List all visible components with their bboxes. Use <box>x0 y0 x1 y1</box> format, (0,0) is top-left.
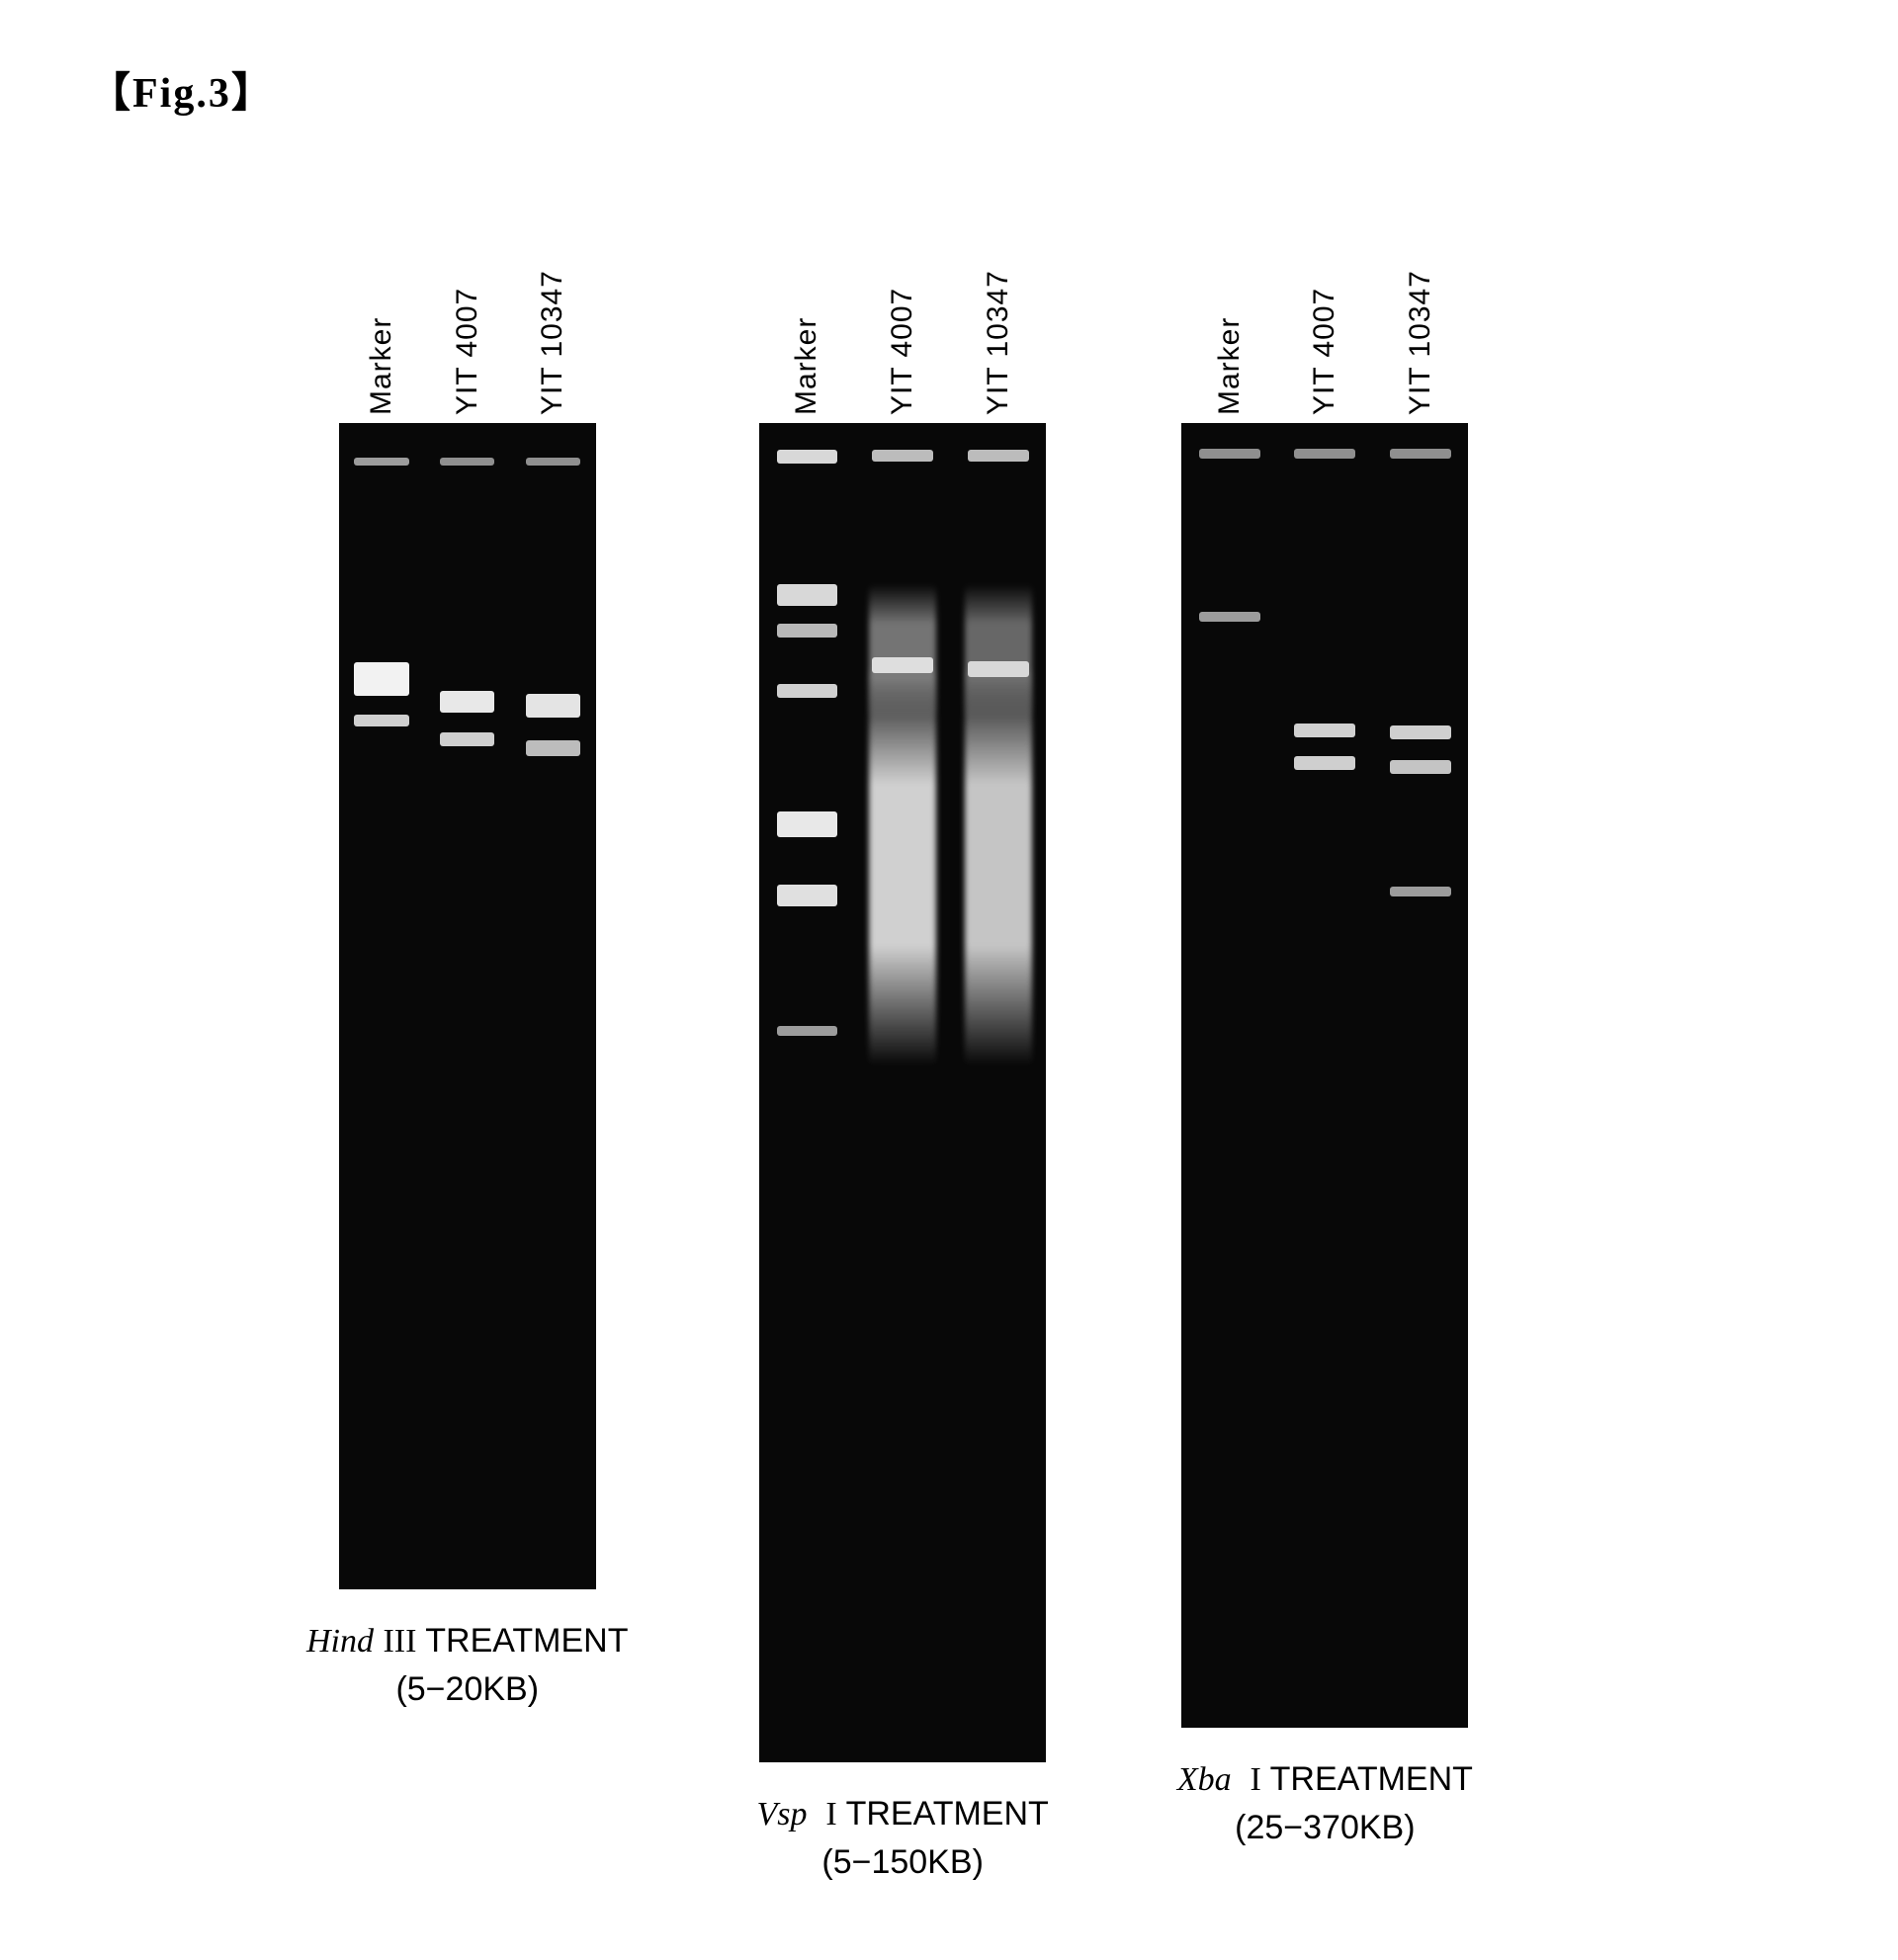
enzyme-name: Xba <box>1177 1761 1232 1798</box>
lane-labels: Marker YIT 4007 YIT 10347 <box>759 198 1046 415</box>
gel-band <box>777 811 838 837</box>
lane-label-marker: Marker <box>1213 198 1247 415</box>
lane-label-marker: Marker <box>365 198 398 415</box>
gel-caption-xba1: Xba I TREATMENT (25−370KB) <box>1177 1755 1473 1853</box>
gel-lane <box>1277 423 1373 1728</box>
enzyme-roman: I <box>1251 1761 1261 1798</box>
gel-lanes <box>1181 423 1468 1728</box>
gel-band <box>777 1026 838 1036</box>
gel-lane <box>1181 423 1277 1728</box>
size-range: (5−20KB) <box>395 1670 539 1708</box>
gel-lanes <box>759 423 1046 1762</box>
gel-band <box>1294 449 1355 459</box>
gel-caption-hind3: Hind III TREATMENT (5−20KB) <box>306 1617 629 1715</box>
lane-label-yit4007: YIT 4007 <box>451 198 484 415</box>
size-range: (5−150KB) <box>821 1843 984 1881</box>
gel-lanes <box>339 423 596 1589</box>
gel-image-vsp1 <box>759 423 1046 1762</box>
gel-band <box>354 458 408 466</box>
gel-band <box>440 691 494 713</box>
gel-band <box>1390 449 1451 459</box>
enzyme-name: Hind <box>306 1623 374 1660</box>
panel-vsp1: Marker YIT 4007 YIT 10347 Vsp I TREATMEN… <box>757 198 1049 1888</box>
gel-lane <box>1373 423 1469 1728</box>
gel-band <box>354 715 408 726</box>
gel-band <box>777 450 838 464</box>
lane-labels: Marker YIT 4007 YIT 10347 <box>339 198 596 415</box>
lane-label-marker: Marker <box>790 198 823 415</box>
enzyme-name: Vsp <box>757 1796 808 1832</box>
gel-band <box>968 450 1029 462</box>
lane-label-yit10347: YIT 10347 <box>1404 198 1437 415</box>
gel-lane <box>951 423 1047 1762</box>
gel-lane <box>855 423 951 1762</box>
gel-band <box>354 662 408 696</box>
gel-band <box>1294 724 1355 737</box>
caption-rest: TREATMENT <box>416 1622 628 1660</box>
gel-lane <box>424 423 510 1589</box>
lane-label-yit10347: YIT 10347 <box>982 198 1015 415</box>
gel-smear <box>965 584 1032 719</box>
enzyme-roman: I <box>825 1796 836 1832</box>
gel-band <box>1390 760 1451 774</box>
gel-band <box>777 624 838 638</box>
lane-label-yit4007: YIT 4007 <box>1308 198 1341 415</box>
gel-band <box>526 458 580 466</box>
enzyme-roman: III <box>383 1623 416 1660</box>
gel-band <box>440 458 494 466</box>
gel-band <box>1199 449 1260 459</box>
gel-smear <box>965 664 1032 1066</box>
gel-lane <box>759 423 855 1762</box>
gel-image-hind3 <box>339 423 596 1589</box>
gel-band <box>872 450 933 462</box>
size-range: (25−370KB) <box>1235 1809 1415 1846</box>
gel-band <box>777 684 838 698</box>
gel-smear <box>869 664 936 1066</box>
gel-band <box>526 740 580 756</box>
gel-band <box>968 661 1029 677</box>
gel-lane <box>339 423 425 1589</box>
gel-band <box>1199 612 1260 622</box>
figure-label: 【Fig.3】 <box>89 59 275 120</box>
gel-band <box>1390 887 1451 896</box>
gel-panels-row: Marker YIT 4007 YIT 10347 Hind III TREAT… <box>306 198 1789 1888</box>
gel-lane <box>510 423 596 1589</box>
lane-labels: Marker YIT 4007 YIT 10347 <box>1181 198 1468 415</box>
gel-band <box>1390 725 1451 739</box>
lane-label-yit10347: YIT 10347 <box>536 198 569 415</box>
gel-smear <box>869 584 936 719</box>
lane-label-yit4007: YIT 4007 <box>886 198 919 415</box>
panel-xba1: Marker YIT 4007 YIT 10347 Xba I TREATMEN… <box>1177 198 1473 1853</box>
caption-rest: TREATMENT <box>837 1795 1049 1832</box>
gel-band <box>777 584 838 606</box>
gel-image-xba1 <box>1181 423 1468 1728</box>
panel-hind3: Marker YIT 4007 YIT 10347 Hind III TREAT… <box>306 198 629 1715</box>
gel-band <box>872 657 933 673</box>
gel-caption-vsp1: Vsp I TREATMENT (5−150KB) <box>757 1790 1049 1888</box>
caption-rest: TREATMENT <box>1261 1760 1473 1798</box>
gel-band <box>777 885 838 906</box>
gel-band <box>526 694 580 718</box>
gel-band <box>1294 756 1355 770</box>
gel-band <box>440 732 494 746</box>
